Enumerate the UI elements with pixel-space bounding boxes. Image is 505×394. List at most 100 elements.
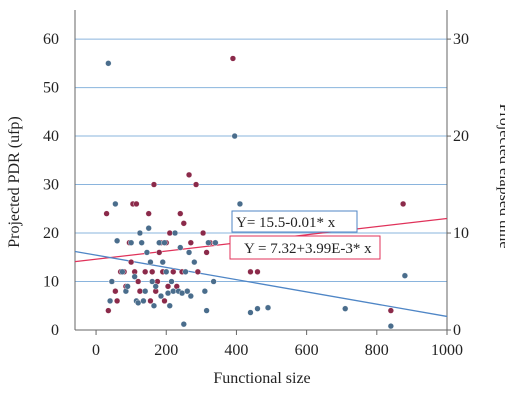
pdr-point (114, 297, 121, 305)
y2-tick-label: 0 (453, 322, 461, 339)
pdr-point (199, 229, 207, 237)
pdr-point (170, 268, 177, 275)
x-tick-label: 800 (365, 342, 389, 359)
axes (74, 10, 448, 331)
pdr-point (142, 268, 149, 275)
pdr-point (112, 288, 119, 295)
pdr-point (254, 268, 261, 275)
elapsed-time-point (247, 309, 254, 316)
pdr-point (203, 249, 210, 256)
elapsed-time-point (182, 268, 189, 275)
x-tick-label: 600 (295, 342, 319, 359)
x-tick-label: 200 (154, 342, 178, 359)
elapsed-time-point (203, 307, 210, 314)
elapsed-time-point (212, 239, 219, 246)
elapsed-time-point (264, 304, 272, 311)
elapsed-time-point (124, 283, 131, 290)
elapsed-time-point (163, 268, 170, 275)
data-points (103, 55, 408, 330)
elapsed-time-point (112, 200, 119, 208)
x-tick-label: 0 (92, 342, 100, 359)
y-tick-label: 30 (43, 177, 59, 194)
elapsed-time-point (236, 200, 244, 208)
elapsed-time-point (106, 297, 114, 305)
elapsed-time-point (254, 305, 261, 312)
pdr-point (128, 259, 135, 266)
x-tick-label: 400 (224, 342, 248, 359)
equation-box-blue: Y= 15.5-0.01* x (231, 210, 358, 233)
y2-axis-title: Projected elapsed time (496, 104, 505, 249)
elapsed-time-point (184, 288, 191, 295)
pdr-point (192, 181, 200, 188)
elapsed-time-point (231, 132, 238, 140)
elapsed-time-point (150, 302, 158, 309)
pdr-point (185, 171, 193, 178)
y-tick-label: 40 (43, 128, 59, 145)
pdr-point (387, 307, 394, 314)
elapsed-time-point (164, 290, 172, 297)
elapsed-time-point (201, 288, 208, 295)
y-tick-label: 20 (43, 225, 59, 242)
pdr-point (161, 297, 168, 305)
elapsed-time-point (149, 278, 156, 285)
elapsed-time-point (401, 272, 408, 279)
elapsed-time-point (157, 292, 165, 300)
pdr-point (194, 268, 201, 275)
elapsed-time-point (161, 239, 168, 246)
elapsed-time-point (159, 259, 166, 266)
pdr-point (147, 297, 154, 305)
pdr-point (150, 181, 158, 188)
elapsed-time-point (136, 229, 144, 237)
elapsed-time-point (342, 305, 349, 312)
elapsed-time-point (152, 283, 159, 290)
y-tick-label: 50 (43, 80, 59, 97)
elapsed-time-point (156, 239, 163, 246)
x-axis-title: Functional size (213, 370, 310, 387)
elapsed-time-point (387, 323, 394, 330)
equation-red-text: Y = 7.32+3.99E-3* x (244, 241, 372, 257)
pdr-point (164, 283, 172, 290)
y2-tick-label: 30 (453, 31, 469, 48)
pdr-point (166, 229, 173, 237)
equation-blue-text: Y= 15.5-0.01* x (236, 215, 336, 231)
elapsed-time-point (205, 239, 212, 246)
elapsed-time-point (145, 225, 152, 232)
pdr-point (135, 278, 142, 285)
elapsed-time-point (143, 249, 151, 256)
elapsed-time-point (135, 299, 142, 306)
elapsed-time-point (191, 259, 198, 266)
elapsed-time-point (170, 288, 177, 295)
elapsed-time-point (178, 290, 186, 297)
pdr-point (180, 220, 187, 227)
elapsed-time-point (171, 229, 179, 237)
elapsed-time-point (147, 259, 154, 266)
elapsed-time-point (210, 278, 217, 285)
elapsed-time-point (180, 321, 187, 328)
pdr-point (400, 200, 407, 208)
elapsed-time-point (105, 60, 112, 67)
pdr-point (229, 55, 237, 62)
elapsed-time-point (128, 239, 135, 246)
y-tick-label: 10 (43, 274, 59, 291)
pdr-point (133, 200, 140, 208)
trendline-elapsed-time (74, 250, 448, 318)
elapsed-time-point (119, 268, 126, 275)
pdr-point (247, 268, 254, 275)
elapsed-time-point (187, 292, 194, 300)
elapsed-time-point (168, 278, 175, 285)
elapsed-time-point (140, 297, 147, 305)
elapsed-time-point (166, 302, 173, 309)
equation-box-red: Y = 7.32+3.99E-3* x (229, 235, 381, 260)
elapsed-time-point (131, 273, 138, 280)
y2-tick-label: 20 (453, 128, 469, 145)
y2-tick-label: 10 (453, 225, 469, 242)
x-tick-label: 1000 (431, 342, 463, 359)
pdr-point (149, 268, 156, 275)
elapsed-time-point (138, 239, 145, 246)
elapsed-time-point (114, 237, 121, 244)
y-tick-label: 60 (43, 31, 59, 48)
elapsed-time-point (108, 278, 115, 285)
